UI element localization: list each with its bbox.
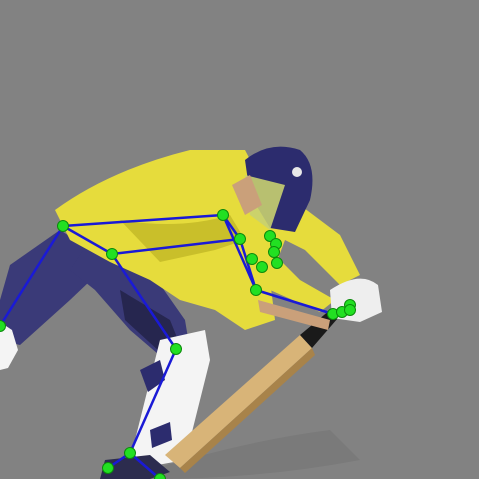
- joint-face-5: [246, 253, 258, 265]
- bat-handle: [300, 310, 338, 348]
- rear-leg-pad: [0, 322, 18, 370]
- joint-left-shoulder: [234, 233, 246, 245]
- bone-left-hip-left-knee: [110, 253, 178, 350]
- bone-left-hip-left-shoulder: [111, 237, 241, 256]
- bone-left-knee-left-ankle: [128, 348, 178, 454]
- joint-left-hip: [106, 248, 118, 260]
- joint-face-6: [256, 261, 268, 273]
- joint-left-ankle: [124, 447, 136, 459]
- bat-edge: [180, 348, 315, 473]
- bone-left-ankle-left-toe: [129, 452, 161, 479]
- bone-right-elbow-right-wrist: [255, 288, 334, 316]
- front-leg-pad-strap: [140, 360, 165, 392]
- right-arm: [250, 240, 335, 312]
- joint-hand-3: [344, 304, 356, 316]
- neck: [232, 175, 262, 215]
- bone-right-hip-right-shoulder: [62, 213, 224, 228]
- joint-left-knee: [170, 343, 182, 355]
- joint-face-4: [271, 257, 283, 269]
- front-leg-pad-strap-2: [150, 422, 172, 448]
- bone-right-shoulder-right-elbow: [221, 214, 258, 291]
- joint-right-elbow: [250, 284, 262, 296]
- front-leg-shade: [120, 290, 180, 352]
- joint-face-3: [268, 246, 280, 258]
- floor-shadow: [150, 430, 360, 479]
- helmet-badge: [292, 167, 302, 177]
- joint-right-hip: [57, 220, 69, 232]
- bone-right-hip-right-knee: [0, 225, 65, 327]
- forearm: [258, 300, 330, 330]
- joint-face-1: [264, 230, 276, 242]
- skeleton-joints: [0, 209, 356, 479]
- skeleton-bones: [0, 213, 334, 479]
- joint-left-heel: [102, 462, 114, 474]
- bone-right-hip-left-hip: [62, 224, 113, 256]
- joint-right-knee: [0, 320, 6, 332]
- joint-left-toe: [154, 473, 166, 479]
- joint-right-shoulder: [217, 209, 229, 221]
- bat-blade: [165, 335, 312, 468]
